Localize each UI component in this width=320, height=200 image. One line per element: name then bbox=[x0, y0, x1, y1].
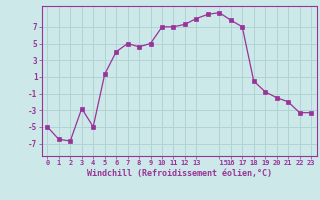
X-axis label: Windchill (Refroidissement éolien,°C): Windchill (Refroidissement éolien,°C) bbox=[87, 169, 272, 178]
